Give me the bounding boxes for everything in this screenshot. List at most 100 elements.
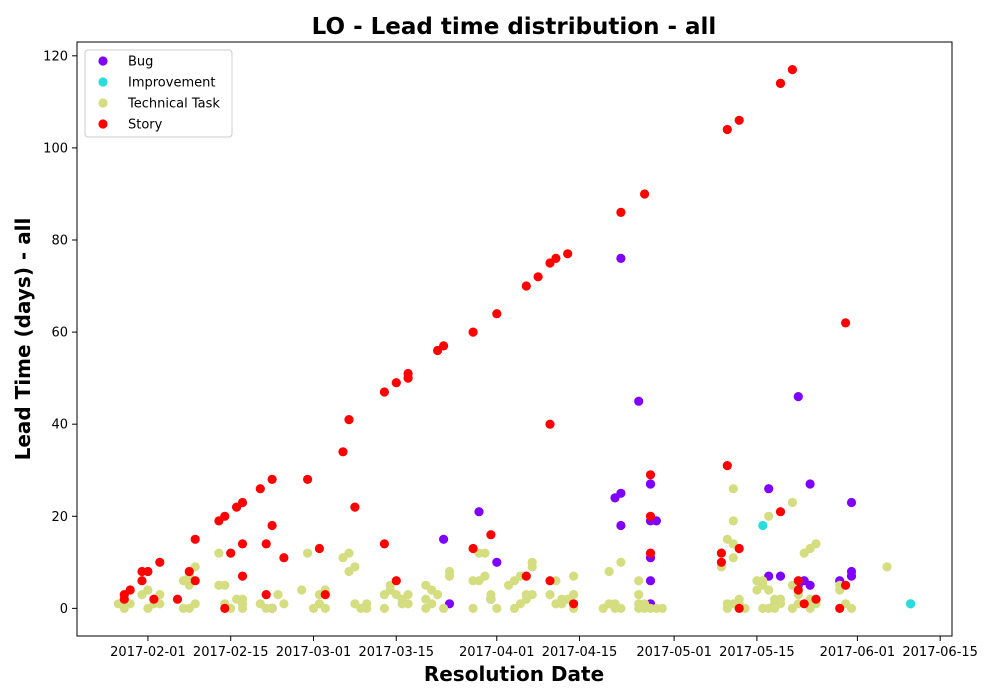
data-point xyxy=(261,539,271,549)
data-point xyxy=(267,603,277,614)
data-point xyxy=(379,603,389,614)
data-point xyxy=(764,585,774,595)
data-point xyxy=(793,585,803,595)
data-point xyxy=(433,590,443,600)
data-point xyxy=(190,576,200,586)
data-point xyxy=(728,553,738,563)
plot-frame xyxy=(76,41,953,637)
data-point xyxy=(486,530,496,540)
x-tick-label: 2017-05-01 xyxy=(636,645,712,660)
data-point xyxy=(439,341,449,351)
data-point xyxy=(846,566,857,577)
data-point xyxy=(645,511,656,521)
data-point xyxy=(237,539,248,549)
data-point xyxy=(391,378,401,388)
data-point xyxy=(793,392,803,402)
data-point xyxy=(645,576,656,586)
data-point xyxy=(155,557,165,567)
data-point xyxy=(338,447,348,457)
data-point xyxy=(527,590,537,600)
data-point xyxy=(722,461,732,471)
data-point xyxy=(226,548,236,558)
x-tick-label: 2017-02-01 xyxy=(110,645,186,660)
data-point xyxy=(237,571,248,581)
data-point xyxy=(835,603,845,614)
legend-label: Story xyxy=(128,118,163,133)
y-tick-label: 120 xyxy=(43,49,68,64)
data-point xyxy=(551,253,561,263)
data-point xyxy=(403,368,413,379)
data-point xyxy=(184,566,194,577)
data-point xyxy=(527,557,537,567)
data-point xyxy=(297,585,307,595)
data-point xyxy=(764,484,774,494)
legend-box xyxy=(84,49,233,138)
legend-marker xyxy=(98,77,108,87)
data-point xyxy=(468,603,478,614)
data-point xyxy=(190,534,200,544)
data-point xyxy=(391,576,401,586)
data-point xyxy=(279,599,289,609)
data-point xyxy=(492,309,502,319)
data-point xyxy=(734,543,744,554)
data-point xyxy=(811,594,821,604)
data-point xyxy=(379,539,389,549)
data-point xyxy=(805,580,815,590)
x-tick-label: 2017-04-15 xyxy=(542,645,618,660)
data-point xyxy=(545,590,555,600)
data-point xyxy=(716,557,727,567)
data-point xyxy=(344,548,354,558)
data-point xyxy=(787,65,798,75)
chart-title: LO - Lead time distribution - all xyxy=(312,14,717,40)
data-point xyxy=(775,571,786,581)
data-point xyxy=(616,603,626,614)
data-point xyxy=(533,272,543,282)
data-point xyxy=(237,603,248,614)
data-point xyxy=(444,571,455,581)
legend-marker xyxy=(98,119,108,129)
y-tick-label: 80 xyxy=(51,234,68,249)
data-point xyxy=(657,603,667,614)
x-tick-label: 2017-03-01 xyxy=(276,645,352,660)
data-point xyxy=(569,590,579,600)
data-point xyxy=(492,603,502,614)
y-tick-label: 60 xyxy=(51,326,68,341)
data-point xyxy=(149,594,159,604)
x-tick-label: 2017-06-15 xyxy=(902,645,978,660)
data-point xyxy=(805,479,815,489)
data-point xyxy=(137,576,147,586)
data-point xyxy=(255,484,265,494)
data-point xyxy=(474,507,484,517)
data-point xyxy=(237,497,248,508)
data-point xyxy=(634,590,644,600)
data-point xyxy=(403,590,413,600)
y-tick-label: 0 xyxy=(60,602,68,617)
data-point xyxy=(468,543,478,554)
data-point xyxy=(125,585,135,595)
data-point xyxy=(645,479,656,489)
data-point xyxy=(569,599,579,609)
x-tick-label: 2017-04-01 xyxy=(459,645,535,660)
data-point xyxy=(734,603,744,614)
y-tick-label: 40 xyxy=(51,418,68,433)
data-point xyxy=(314,543,324,554)
data-point xyxy=(906,599,916,609)
data-point xyxy=(273,590,283,600)
data-point xyxy=(728,484,738,494)
y-axis: 0 20 40 60 80 100 120 xyxy=(43,49,77,617)
data-point xyxy=(787,497,798,508)
x-tick-label: 2017-03-15 xyxy=(358,645,434,660)
data-point xyxy=(486,594,496,604)
data-point xyxy=(775,507,786,517)
data-point xyxy=(811,539,821,549)
data-point xyxy=(728,516,738,526)
legend-label: Improvement xyxy=(128,76,215,91)
data-point xyxy=(841,318,851,328)
data-point xyxy=(344,415,354,425)
x-tick-label: 2017-02-15 xyxy=(193,645,269,660)
data-point xyxy=(350,562,360,572)
data-point xyxy=(350,502,360,512)
x-tick-label: 2017-05-15 xyxy=(719,645,795,660)
series-bug xyxy=(267,253,857,614)
